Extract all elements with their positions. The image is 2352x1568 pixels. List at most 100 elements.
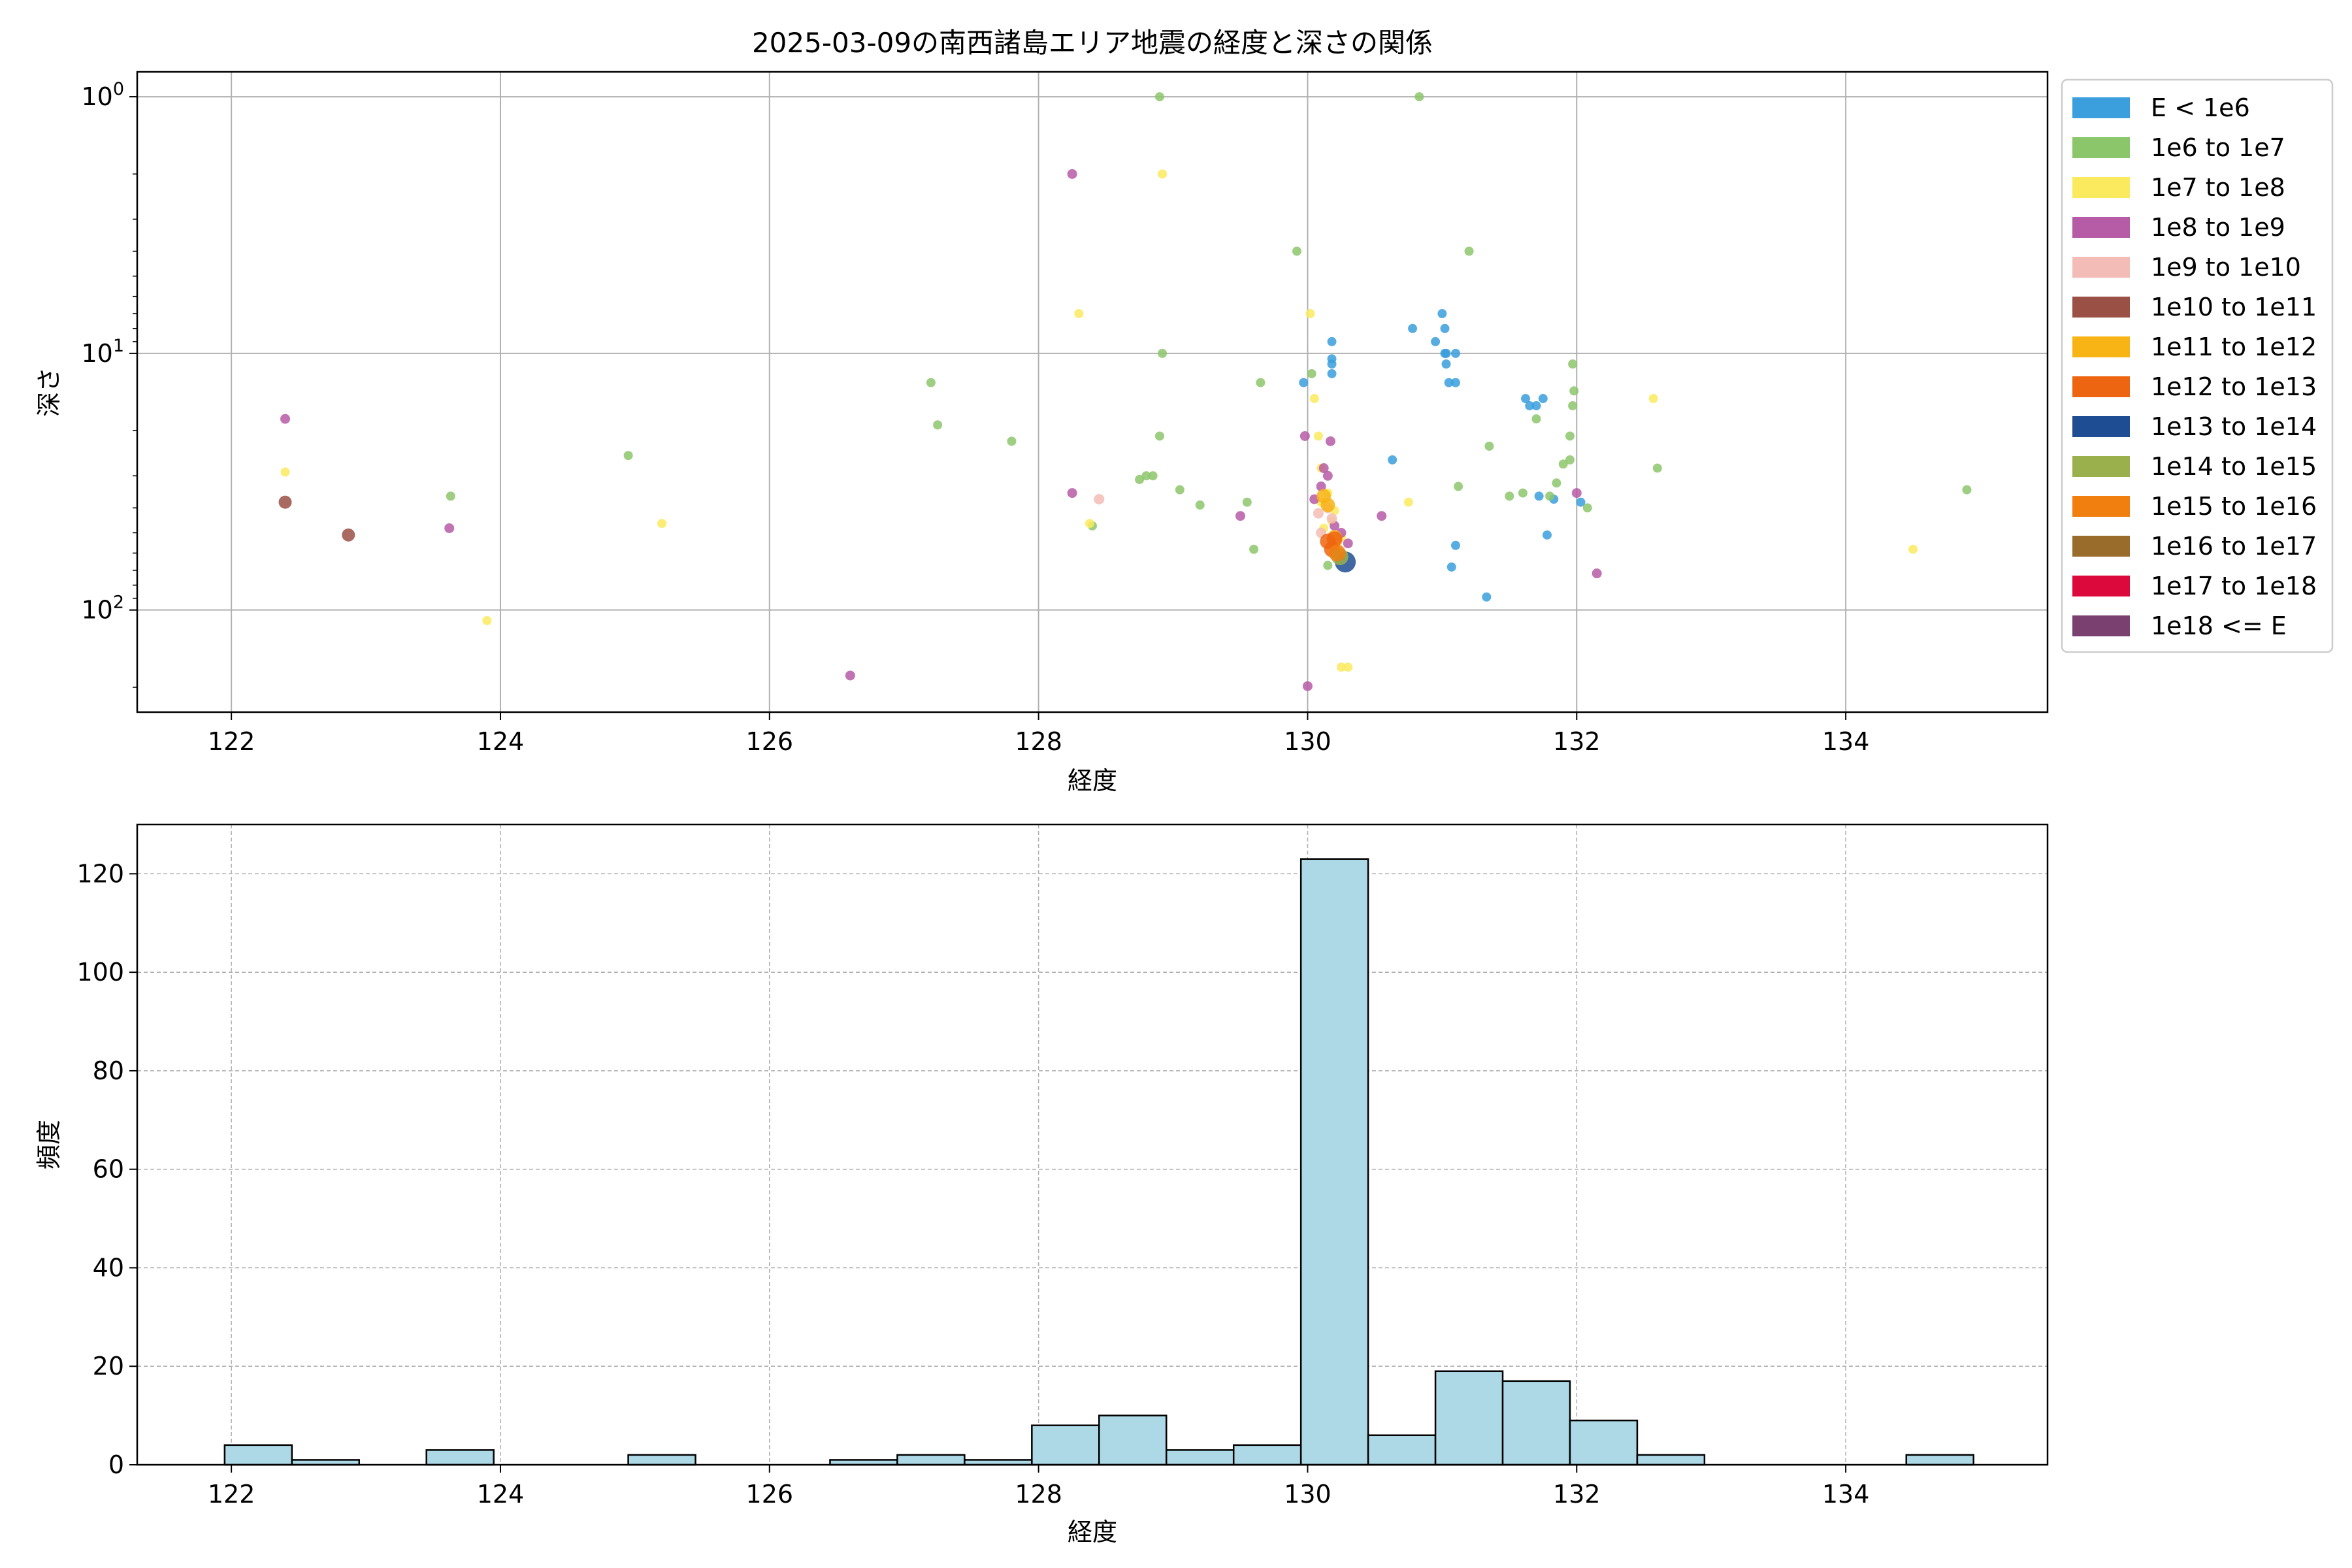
legend-label: 1e6 to 1e7 (2151, 133, 2285, 162)
scatter-point (623, 451, 633, 461)
scatter-point (1569, 386, 1579, 396)
legend-label: E < 1e6 (2151, 93, 2250, 122)
scatter-point (1441, 348, 1451, 358)
scatter-point (1558, 459, 1568, 469)
scatter-point (1325, 436, 1335, 446)
scatter-point (280, 414, 291, 424)
legend-swatch (2072, 536, 2130, 557)
legend-label: 1e8 to 1e9 (2151, 213, 2285, 242)
legend-label: 1e18 <= E (2151, 612, 2287, 640)
scatter-point (1302, 681, 1313, 691)
scatter-point (1074, 309, 1084, 319)
scatter-point (1441, 359, 1451, 369)
scatter-point (1094, 494, 1105, 505)
scatter-point (1576, 497, 1586, 507)
histogram-bar (1636, 1454, 1706, 1466)
scatter-point (1256, 378, 1266, 387)
legend-label: 1e14 to 1e15 (2151, 452, 2317, 481)
legend-swatch (2072, 137, 2130, 158)
scatter-point (933, 420, 943, 430)
scatter-point (1343, 538, 1353, 549)
scatter-point (1648, 394, 1658, 404)
scatter-point (1322, 470, 1333, 481)
scatter-point (1484, 441, 1494, 451)
scatter-point (1135, 474, 1145, 484)
histogram-bar (1569, 1419, 1639, 1466)
scatter-point (1320, 498, 1335, 513)
scatter-x-tick-label: 126 (746, 727, 794, 756)
scatter-frame (136, 71, 2049, 713)
scatter-y-tick-label: 101 (81, 336, 124, 368)
scatter-point (1326, 513, 1337, 524)
legend-swatch (2072, 97, 2130, 118)
scatter-point (1534, 491, 1544, 501)
legend-label: 1e12 to 1e13 (2151, 372, 2317, 401)
scatter-point (1195, 500, 1205, 510)
legend: E < 1e6 1e6 to 1e7 1e7 to 1e8 1e8 to 1e9 1e9… (2061, 78, 2334, 653)
scatter-point (1154, 431, 1164, 441)
scatter-point (1249, 544, 1259, 554)
scatter-point (1582, 503, 1592, 513)
scatter-title: 2025-03-09の南西諸島エリア地震の経度と深さの関係 (752, 27, 1433, 59)
scatter-point (1323, 561, 1333, 570)
scatter-y-axis: 100 101 102 (81, 79, 137, 688)
histogram-bar (896, 1454, 966, 1466)
histogram-panel: 122 124 126 128 130 132 134 0 20 40 60 80 100 120 経度… (35, 823, 2049, 1546)
scatter-point (1388, 455, 1397, 465)
scatter-point (1592, 568, 1602, 579)
legend-swatch (2072, 376, 2130, 397)
legend-swatch (2072, 615, 2130, 636)
scatter-point (1525, 401, 1535, 411)
scatter-point (1521, 394, 1531, 404)
histogram-bar (1299, 858, 1369, 1466)
histogram-frame (136, 823, 2049, 1466)
histogram-bar (1098, 1414, 1168, 1466)
scatter-point (1652, 463, 1662, 473)
scatter-point (1437, 309, 1447, 319)
scatter-point (1175, 485, 1184, 495)
histogram-bar (223, 1444, 293, 1466)
histogram-x-label: 経度 (1068, 1518, 1117, 1546)
legend-swatch (2072, 336, 2130, 357)
scatter-point (1545, 491, 1555, 501)
legend-swatch (2072, 576, 2130, 596)
scatter-point (1568, 401, 1578, 411)
legend-box (2061, 78, 2334, 653)
scatter-grid (137, 72, 2048, 712)
scatter-point (1158, 169, 1168, 179)
scatter-point (1482, 592, 1492, 602)
scatter-point (1531, 401, 1541, 411)
scatter-point (1542, 530, 1552, 540)
scatter-point (1518, 488, 1527, 498)
scatter-x-label: 経度 (1068, 766, 1117, 795)
scatter-point (1571, 488, 1582, 498)
scatter-point (1908, 544, 1918, 554)
histogram-y-tick-label: 80 (93, 1056, 124, 1085)
scatter-point (1565, 455, 1575, 465)
scatter-x-tick-label: 134 (1822, 727, 1870, 756)
scatter-point (1552, 478, 1561, 488)
scatter-point (1085, 519, 1094, 529)
histogram-bar (425, 1449, 495, 1466)
scatter-point (1141, 471, 1151, 481)
scatter-y-label: 深さ (35, 367, 63, 417)
legend-swatch (2072, 456, 2130, 477)
scatter-point (1446, 562, 1456, 572)
scatter-point (1336, 662, 1346, 672)
histogram-y-label: 頻度 (35, 1120, 63, 1169)
scatter-point (1464, 246, 1474, 256)
scatter-point (1538, 394, 1548, 404)
legend-swatch (2072, 257, 2130, 278)
scatter-panel: 122 124 126 128 130 132 134 100 101 102 2025-03-… (35, 27, 2049, 795)
scatter-x-tick-label: 122 (208, 727, 255, 756)
histogram-y-tick-label: 100 (76, 958, 124, 987)
legend-label: 1e16 to 1e17 (2151, 532, 2317, 561)
scatter-point (342, 528, 355, 542)
histogram-y-tick-label: 20 (93, 1352, 124, 1380)
scatter-point (1327, 368, 1337, 378)
histogram-bar (627, 1454, 696, 1466)
scatter-point (1148, 471, 1158, 481)
scatter-point (1454, 482, 1463, 491)
histogram-y-axis: 0 20 40 60 80 100 120 (76, 859, 137, 1479)
